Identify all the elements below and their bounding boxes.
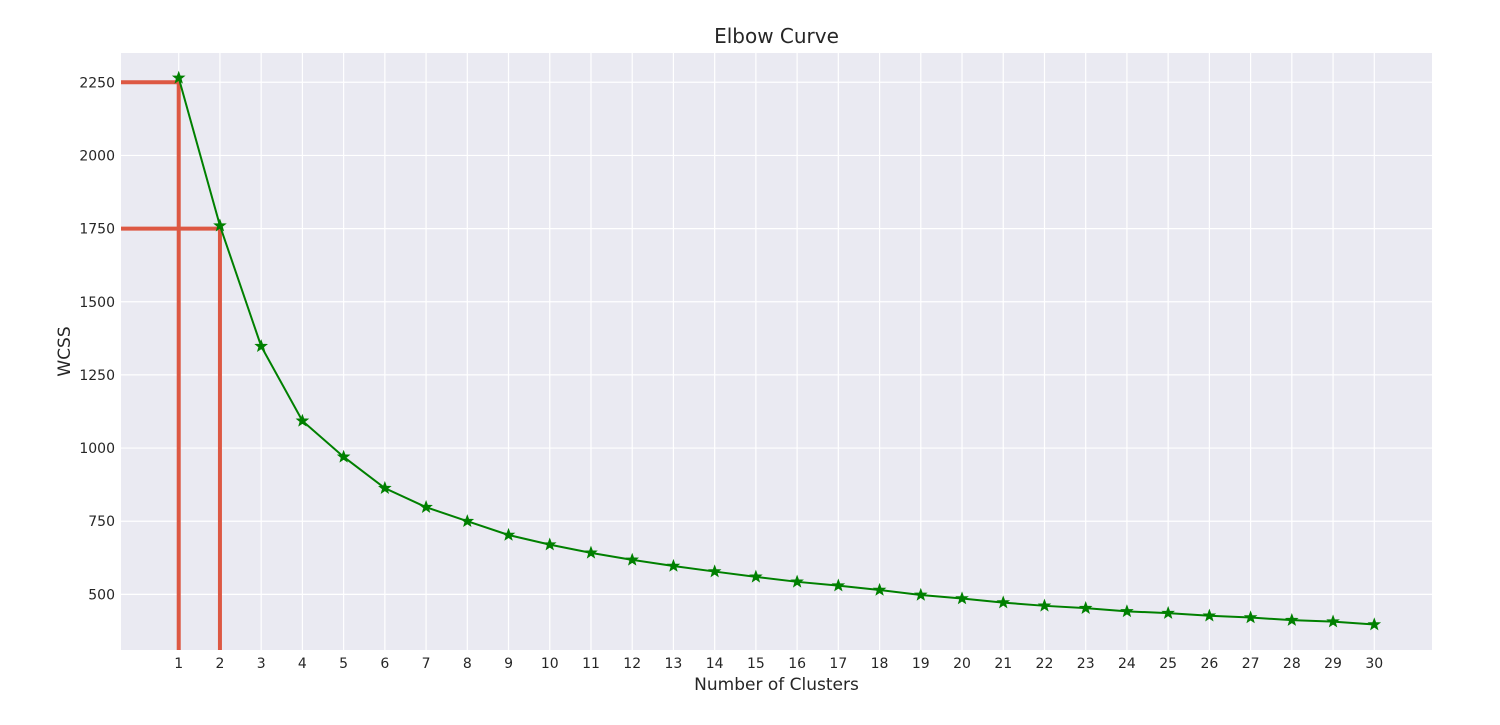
- x-tick-label: 9: [504, 656, 513, 672]
- x-axis-label: Number of Clusters: [694, 675, 859, 695]
- x-tick-label: 28: [1283, 656, 1301, 672]
- data-point-star: [1161, 605, 1175, 619]
- x-tick-label: 24: [1118, 656, 1136, 672]
- data-point-star: [996, 595, 1011, 609]
- data-point-star: [955, 591, 969, 605]
- x-tick-label: 21: [994, 656, 1012, 672]
- x-tick-label: 27: [1242, 656, 1260, 672]
- x-tick-label: 20: [953, 656, 971, 672]
- guide-line-layer: [121, 80, 222, 650]
- x-tick-label: 26: [1200, 656, 1218, 672]
- x-tick-label: 3: [257, 656, 266, 672]
- x-tick-label: 4: [298, 656, 307, 672]
- x-tick-label: 29: [1324, 656, 1342, 672]
- x-tick-label: 1: [174, 656, 183, 672]
- x-tick-label: 7: [422, 656, 431, 672]
- data-point-star: [1078, 600, 1093, 614]
- x-tick-label: 23: [1077, 656, 1095, 672]
- y-tick-label: 1000: [79, 441, 115, 457]
- x-tick-label: 30: [1365, 656, 1383, 672]
- data-point-star: [872, 582, 887, 596]
- x-tick-label: 6: [380, 656, 389, 672]
- data-point-star: [790, 574, 804, 588]
- y-tick-label: 750: [88, 514, 115, 530]
- data-point-star: [295, 413, 310, 427]
- x-tick-label: 22: [1036, 656, 1054, 672]
- x-tick-label: 11: [582, 656, 600, 672]
- series-layer: [171, 70, 1382, 631]
- data-point-star: [501, 527, 516, 541]
- x-tick-label: 17: [829, 656, 847, 672]
- data-point-star: [419, 500, 433, 513]
- data-point-star: [625, 552, 640, 566]
- data-point-star: [1285, 612, 1299, 626]
- data-point-star: [913, 587, 928, 601]
- data-point-star: [584, 545, 598, 559]
- data-point-star: [460, 514, 475, 528]
- x-tick-label: 10: [541, 656, 559, 672]
- y-tick-label: 2000: [79, 148, 115, 164]
- chart-title: Elbow Curve: [714, 24, 839, 48]
- y-tick-label: 1250: [79, 368, 115, 384]
- x-tick-label: 15: [747, 656, 765, 672]
- data-point-star: [707, 564, 722, 578]
- x-tick-label: 16: [788, 656, 806, 672]
- y-tick-label: 1500: [79, 295, 115, 311]
- data-point-star: [1326, 614, 1340, 628]
- data-point-star: [1120, 604, 1134, 618]
- y-tick-label: 500: [88, 587, 115, 603]
- x-tick-label: 19: [912, 656, 930, 672]
- data-point-star: [254, 339, 268, 353]
- data-point-star: [1367, 617, 1382, 631]
- plot-background: [121, 53, 1432, 650]
- x-tick-label: 8: [463, 656, 472, 672]
- x-tick-label: 18: [871, 656, 889, 672]
- x-tick-label: 13: [665, 656, 683, 672]
- data-point-star: [831, 578, 846, 592]
- data-point-star: [749, 569, 763, 583]
- data-point-star: [171, 70, 186, 84]
- series-line: [177, 77, 1375, 626]
- x-tick-label: 12: [623, 656, 641, 672]
- y-axis-label: WCSS: [55, 326, 75, 376]
- data-point-star: [378, 481, 392, 494]
- data-point-star: [336, 449, 351, 463]
- data-point-star: [213, 218, 227, 232]
- data-point-star: [666, 558, 681, 572]
- data-point-star: [542, 537, 557, 551]
- data-point-star: [1202, 608, 1217, 622]
- y-tick-label: 1750: [79, 222, 115, 238]
- data-point-star: [1243, 610, 1258, 624]
- data-point-star: [1037, 598, 1052, 612]
- x-tick-label: 5: [339, 656, 348, 672]
- x-tick-label: 14: [706, 656, 724, 672]
- x-tick-label: 25: [1159, 656, 1177, 672]
- grid-layer: [121, 53, 1432, 650]
- x-tick-label: 2: [215, 656, 224, 672]
- y-tick-label: 2250: [79, 75, 115, 91]
- tick-label-layer: 1 2 3 4 5 6 7 8 9 10 11 12 13 14 15 16 17 18 19 20 21 22 23 24 2…: [79, 75, 1383, 672]
